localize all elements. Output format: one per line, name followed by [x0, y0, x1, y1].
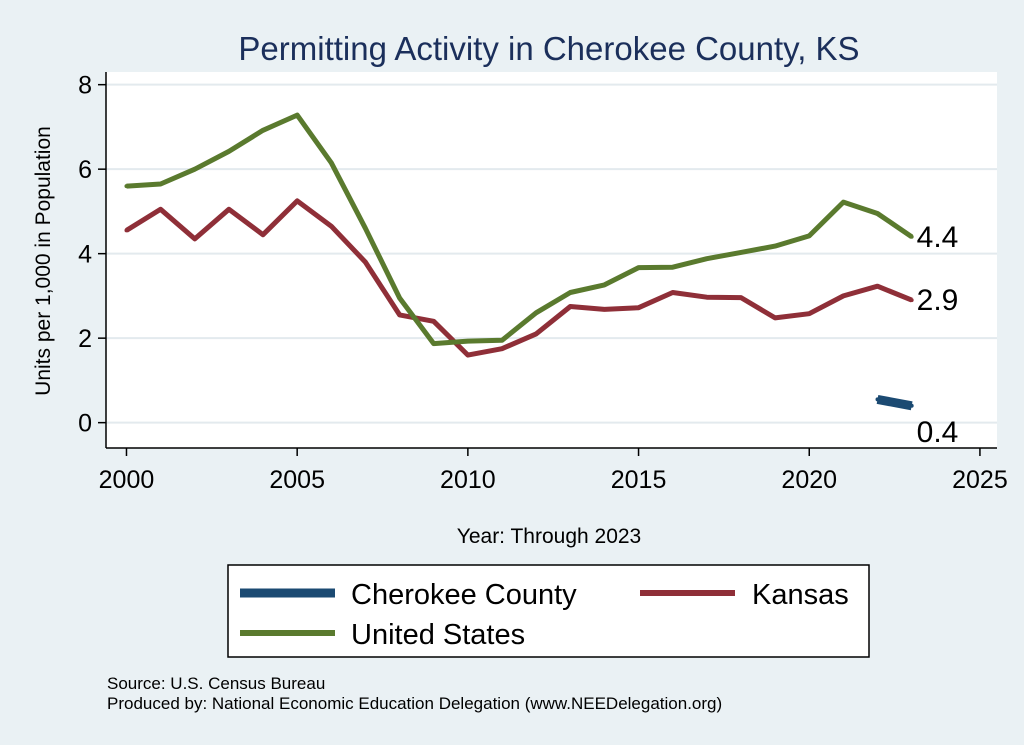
data-point — [704, 256, 709, 261]
data-point — [534, 310, 539, 315]
data-point — [295, 113, 300, 118]
data-point — [363, 226, 368, 231]
end-label-united-states: 4.4 — [917, 221, 959, 254]
data-point — [431, 341, 436, 346]
source-note: Source: U.S. Census Bureau — [107, 674, 325, 693]
y-tick-label: 2 — [78, 325, 92, 353]
legend-label-united-states: United States — [351, 619, 525, 651]
x-tick-label: 2005 — [269, 466, 325, 494]
y-axis-ticks: 0 2 4 6 8 — [78, 72, 106, 438]
data-point — [158, 207, 163, 212]
data-point — [773, 244, 778, 249]
data-point — [909, 234, 914, 239]
data-point — [534, 331, 539, 336]
data-point — [773, 315, 778, 320]
data-point — [124, 184, 129, 189]
data-point — [261, 128, 266, 133]
series-line-cherokee — [876, 394, 913, 411]
chart-title: Permitting Activity in Cherokee County, … — [238, 30, 859, 67]
producer-note: Produced by: National Economic Education… — [107, 694, 722, 713]
legend-label-cherokee: Cherokee County — [351, 579, 577, 611]
x-axis-ticks: 2000 2005 2010 2015 2020 2025 — [99, 448, 1008, 494]
data-point — [670, 290, 675, 295]
data-point — [909, 403, 914, 408]
y-axis-label: Units per 1,000 in Population — [32, 126, 55, 396]
series-line-united-states — [126, 112, 914, 347]
data-point — [738, 295, 743, 300]
data-point — [568, 290, 573, 295]
data-point — [158, 181, 163, 186]
legend: Cherokee County Kansas United States — [227, 564, 870, 658]
data-point — [465, 339, 470, 344]
data-point — [329, 160, 334, 165]
y-tick-label: 4 — [78, 241, 92, 269]
data-point — [397, 296, 402, 301]
x-tick-label: 2020 — [781, 466, 837, 494]
data-point — [875, 211, 880, 216]
legend-box — [227, 564, 870, 658]
data-point — [875, 397, 880, 402]
plot-area — [106, 72, 997, 448]
end-label-kansas: 2.9 — [917, 284, 959, 317]
end-label-cherokee: 0.4 — [917, 416, 959, 449]
data-point — [738, 250, 743, 255]
data-point — [226, 207, 231, 212]
data-point — [363, 260, 368, 265]
data-point — [670, 265, 675, 270]
data-point — [226, 149, 231, 154]
series-line-kansas — [125, 198, 913, 358]
data-point — [500, 346, 504, 351]
data-point — [124, 228, 129, 233]
data-point — [807, 311, 812, 316]
data-point — [397, 312, 402, 317]
data-point — [602, 282, 607, 287]
data-point — [807, 233, 812, 238]
legend-label-kansas: Kansas — [752, 579, 849, 611]
data-point — [841, 293, 846, 298]
data-point — [602, 307, 607, 312]
data-point — [636, 265, 641, 270]
data-point — [295, 198, 300, 203]
y-tick-label: 6 — [78, 156, 92, 184]
data-point — [636, 305, 641, 310]
gridlines — [106, 83, 997, 424]
x-tick-label: 2015 — [611, 466, 667, 494]
data-point — [909, 298, 914, 303]
data-point — [875, 284, 880, 289]
y-tick-label: 0 — [78, 410, 92, 438]
series-lines — [124, 112, 914, 411]
data-point — [465, 353, 470, 358]
data-point — [841, 200, 846, 205]
data-point — [192, 167, 197, 172]
end-labels: 0.4 2.9 4.4 — [917, 221, 959, 449]
x-tick-label: 2000 — [99, 466, 155, 494]
data-point — [261, 232, 266, 237]
data-point — [431, 319, 436, 324]
data-point — [329, 224, 334, 229]
data-point — [192, 236, 197, 241]
y-tick-label: 8 — [78, 72, 92, 100]
x-tick-label: 2025 — [952, 466, 1008, 494]
data-point — [500, 338, 504, 343]
data-point — [704, 295, 709, 300]
x-axis-label: Year: Through 2023 — [457, 525, 642, 548]
data-point — [568, 304, 573, 309]
x-tick-label: 2010 — [440, 466, 496, 494]
